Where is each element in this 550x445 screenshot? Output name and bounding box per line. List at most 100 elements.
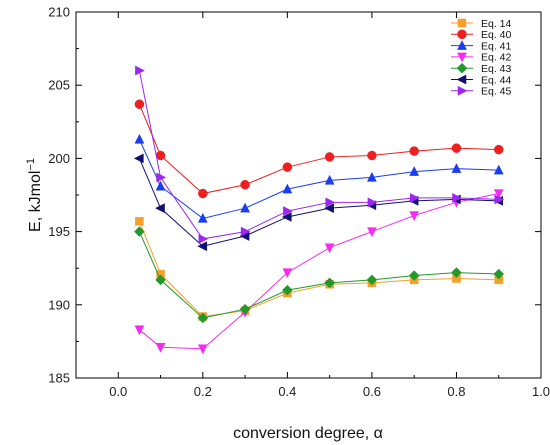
y-axis-title-main: E, kJmol xyxy=(27,171,44,232)
data-point-eq-40 xyxy=(240,180,250,190)
data-point-eq-44 xyxy=(154,203,165,214)
y-tick-label: 210 xyxy=(48,5,70,20)
data-point-eq-40 xyxy=(198,188,208,199)
series-eq-42 xyxy=(134,189,504,355)
x-tick-label: 0.2 xyxy=(194,384,212,399)
legend-label-eq-45: Eq. 45 xyxy=(481,86,512,98)
data-point-eq-42 xyxy=(197,344,208,355)
data-point-eq-43 xyxy=(155,274,166,286)
legend-label-eq-41: Eq. 41 xyxy=(481,40,512,52)
data-point-eq-43 xyxy=(134,226,145,237)
x-axis: 0.0 0.2 0.4 0.6 0.8 1.0 xyxy=(109,12,550,399)
data-point-eq-42 xyxy=(409,211,420,222)
legend-marker-eq-43 xyxy=(456,62,468,74)
legend-item-eq-41: Eq. 41 xyxy=(451,40,512,52)
data-point-eq-40 xyxy=(155,150,166,161)
series-eq-43 xyxy=(134,226,505,324)
legend-marker-eq-42 xyxy=(457,52,467,63)
data-point-eq-45 xyxy=(135,65,145,76)
data-point-eq-41 xyxy=(409,166,420,176)
y-axis: 185 190 195 200 205 210 xyxy=(48,5,541,386)
data-point-eq-45 xyxy=(198,234,209,244)
legend-marker-eq-45 xyxy=(457,85,468,96)
x-tick-label: 0.0 xyxy=(109,384,127,399)
series-layer xyxy=(133,65,505,355)
data-point-eq-40 xyxy=(451,143,462,153)
data-point-eq-43 xyxy=(493,268,505,280)
data-point-eq-45 xyxy=(283,206,293,217)
data-point-eq-41 xyxy=(451,163,462,173)
legend-label-eq-40: Eq. 40 xyxy=(481,29,512,41)
legend-label-eq-43: Eq. 43 xyxy=(481,63,512,75)
y-tick-label: 190 xyxy=(48,297,70,312)
legend-item-eq-40: Eq. 40 xyxy=(451,29,512,41)
y-axis-title-sup: −1 xyxy=(25,158,37,171)
data-point-eq-43 xyxy=(324,277,335,289)
series-line-eq-45 xyxy=(138,70,499,240)
data-point-eq-45 xyxy=(409,193,420,203)
series-line-eq-40 xyxy=(138,104,499,195)
x-tick-label: 1.0 xyxy=(532,384,550,399)
legend-item-eq-44: Eq. 44 xyxy=(451,74,512,86)
legend-marker-eq-44 xyxy=(456,74,467,85)
data-point-eq-43 xyxy=(366,274,378,286)
data-point-eq-41 xyxy=(155,180,166,191)
data-point-eq-41 xyxy=(367,171,377,182)
data-point-eq-43 xyxy=(282,284,293,296)
data-point-eq-43 xyxy=(451,267,462,278)
legend-marker-eq-41 xyxy=(457,40,467,50)
data-point-eq-44 xyxy=(324,203,334,214)
data-point-eq-40 xyxy=(367,150,377,161)
data-point-eq-14 xyxy=(135,217,144,226)
data-point-eq-42 xyxy=(282,268,293,279)
legend-label-eq-14: Eq. 14 xyxy=(481,18,512,30)
legend-marker-eq-14 xyxy=(457,18,467,28)
data-point-eq-44 xyxy=(133,153,144,164)
data-point-eq-40 xyxy=(134,99,145,109)
data-point-eq-42 xyxy=(134,325,145,336)
data-point-eq-40 xyxy=(409,146,419,156)
x-axis-title: conversion degree, α xyxy=(233,425,383,442)
data-point-eq-40 xyxy=(282,162,293,172)
data-point-eq-45 xyxy=(367,197,378,208)
data-point-eq-43 xyxy=(239,303,251,315)
y-tick-label: 185 xyxy=(48,371,70,386)
data-point-eq-42 xyxy=(324,243,335,254)
series-line-eq-41 xyxy=(138,139,499,219)
y-tick-label: 200 xyxy=(48,151,70,166)
series-eq-45 xyxy=(135,65,505,244)
series-eq-40 xyxy=(134,99,504,199)
data-point-eq-44 xyxy=(281,212,292,222)
y-axis-title: E, kJmol−1 xyxy=(25,158,44,232)
x-tick-label: 0.6 xyxy=(363,384,381,399)
data-point-eq-42 xyxy=(493,189,504,200)
series-line-eq-44 xyxy=(138,158,499,247)
series-eq-14 xyxy=(135,217,503,321)
data-point-eq-45 xyxy=(156,172,167,183)
legend-item-eq-14: Eq. 14 xyxy=(451,18,512,30)
y-tick-label: 205 xyxy=(48,78,70,93)
data-point-eq-45 xyxy=(452,193,463,203)
data-point-eq-40 xyxy=(493,144,504,155)
data-point-eq-43 xyxy=(408,270,420,281)
series-eq-44 xyxy=(133,153,503,252)
series-eq-41 xyxy=(134,133,504,223)
y-tick-label: 195 xyxy=(48,224,70,239)
legend-label-eq-44: Eq. 44 xyxy=(481,74,512,86)
legend-marker-eq-40 xyxy=(457,29,467,40)
series-line-eq-43 xyxy=(138,231,499,319)
data-point-eq-45 xyxy=(325,197,336,208)
legend-item-eq-45: Eq. 45 xyxy=(451,86,512,98)
data-point-eq-40 xyxy=(324,152,335,162)
series-line-eq-42 xyxy=(139,193,499,350)
data-point-eq-41 xyxy=(197,212,208,223)
legend-item-eq-43: Eq. 43 xyxy=(451,62,512,75)
data-point-eq-41 xyxy=(240,202,250,213)
x-tick-label: 0.4 xyxy=(278,384,296,399)
data-point-eq-45 xyxy=(494,194,505,205)
legend-label-eq-42: Eq. 42 xyxy=(481,52,512,64)
legend-item-eq-42: Eq. 42 xyxy=(451,52,512,64)
plot-frame xyxy=(75,11,542,379)
